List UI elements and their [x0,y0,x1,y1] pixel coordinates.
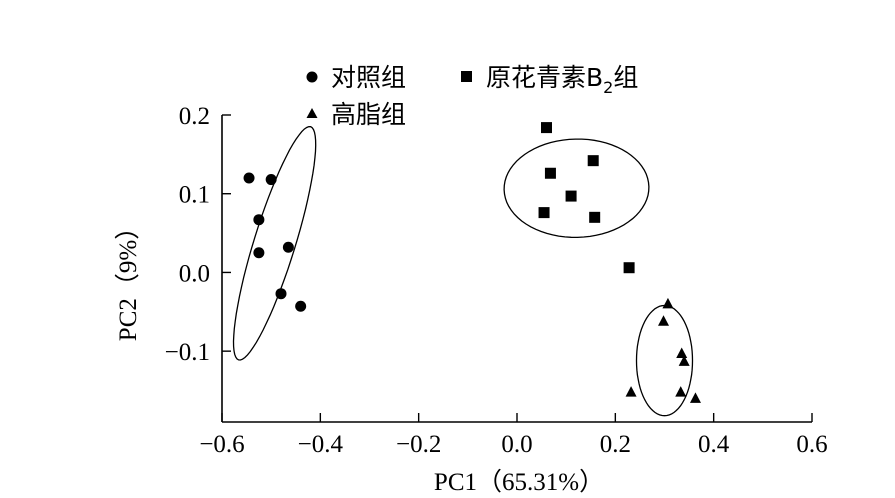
point-control [282,241,294,253]
y-ticks: −0.1 0.0 0.1 0.2 [165,103,231,366]
point-control [265,174,277,186]
legend-label-b2: 原花青素B2组 [486,63,638,97]
point-highfat [658,315,670,326]
x-axis-title: PC1（65.31%） [434,468,604,496]
group-ellipse [503,138,650,239]
point-control [243,172,255,184]
legend-label-b2-subscript: 2 [603,78,613,97]
point-control [275,288,287,300]
point-control [253,214,265,226]
legend-label-control: 对照组 [331,63,406,92]
legend: 对照组 原花青素B2组 高脂组 [306,63,638,129]
y-tick-label: −0.1 [165,339,210,366]
point-highfat [625,386,637,397]
x-tick-label: 0.0 [501,431,532,458]
x-tick-label: −0.4 [298,431,344,458]
point-highfat [662,297,674,309]
point-highfat [676,347,688,359]
y-tick-label: 0.1 [179,182,210,209]
x-tick-label: −0.2 [396,431,441,458]
x-tick-label: 0.2 [600,431,631,458]
group-ellipse [635,304,694,417]
point-proanthocyanidin [589,211,601,223]
legend-square-marker [461,71,472,82]
point-highfat [675,386,687,397]
point-highfat [678,355,690,366]
y-tick-label: 0.0 [179,260,210,287]
point-control [295,300,307,312]
x-tick-label: −0.6 [199,431,244,458]
point-proanthocyanidin [538,207,550,219]
point-proanthocyanidin [544,167,556,179]
x-tick-label: 0.4 [698,431,730,458]
point-highfat [689,392,701,403]
legend-triangle-marker [306,108,318,118]
point-control [253,247,265,259]
point-proanthocyanidin [541,122,552,134]
point-proanthocyanidin [565,190,577,202]
group-ellipse [232,126,317,361]
legend-label-highfat: 高脂组 [331,100,406,129]
y-tick-label: 0.2 [179,103,210,130]
group-ellipses [232,126,694,417]
point-proanthocyanidin [623,262,635,274]
y-axis-title: PC2（9%） [114,215,142,341]
data-points [243,122,701,403]
legend-label-b2-suffix: 组 [613,63,638,92]
legend-circle-marker [306,71,318,83]
point-proanthocyanidin [587,155,599,167]
x-tick-label: 0.6 [796,431,827,458]
x-ticks: −0.6 −0.4 −0.2 0.0 0.2 0.4 0.6 [199,413,828,458]
